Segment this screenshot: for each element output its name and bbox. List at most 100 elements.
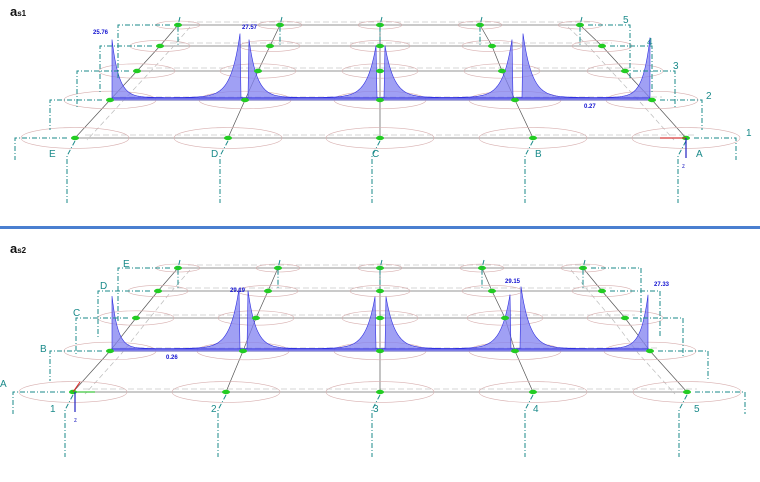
node-icon	[598, 288, 606, 294]
grid-axis-line	[660, 99, 703, 130]
node-icon	[376, 22, 384, 28]
support-ellipse	[341, 63, 419, 79]
axis-label-4: 4	[533, 404, 539, 415]
axis-label-5: 5	[623, 15, 629, 26]
support-ellipse	[632, 381, 742, 403]
node-icon	[222, 389, 230, 395]
panel-as2: as2 29.19 29.15 27.33 0.26 A B C D E 1 2…	[0, 241, 746, 457]
axis-label-D: D	[211, 149, 218, 160]
grid-axis-line	[677, 140, 687, 203]
column-line	[72, 267, 179, 393]
node-icon	[106, 348, 114, 354]
axis-label-1: 1	[746, 128, 752, 139]
node-icon	[174, 22, 182, 28]
local-x-axis-icon	[72, 381, 81, 393]
node-icon	[529, 389, 537, 395]
value-label: 27.33	[654, 282, 670, 288]
grid-axis-line	[177, 259, 181, 288]
axis-label-D: D	[100, 281, 107, 292]
value-label: 25.76	[93, 30, 109, 36]
node-icon	[648, 97, 656, 103]
grid-axis-line	[97, 290, 150, 337]
grid-axis-line	[177, 16, 181, 45]
node-icon	[511, 97, 519, 103]
grid-axis-line	[524, 140, 534, 203]
grid-axis-line	[371, 394, 381, 457]
node-icon	[598, 43, 606, 49]
grid-axis-line	[219, 140, 229, 203]
grid-axis-line	[479, 16, 483, 45]
grid-axis-line	[610, 290, 661, 337]
node-icon	[376, 348, 384, 354]
node-icon	[498, 68, 506, 74]
grid-axis-line	[633, 70, 676, 109]
node-icon	[683, 389, 691, 395]
axis-label-C: C	[372, 149, 379, 160]
node-icon	[501, 315, 509, 321]
node-icon	[376, 288, 384, 294]
node-icon	[478, 265, 486, 271]
grid-axis-line	[217, 394, 227, 457]
axis-label-5: 5	[694, 404, 700, 415]
node-icon	[576, 22, 584, 28]
axis-label-C: C	[73, 308, 80, 319]
column-outline	[86, 26, 191, 141]
node-icon	[476, 22, 484, 28]
column-outline	[567, 26, 675, 141]
support-ellipse	[461, 40, 523, 52]
node-icon	[174, 265, 182, 271]
value-label: 27.57	[242, 25, 258, 31]
node-icon	[254, 68, 262, 74]
grid-axis-line	[633, 317, 684, 356]
grid-axis-line	[14, 137, 67, 160]
support-ellipse	[349, 285, 411, 297]
axis-label-E: E	[123, 259, 130, 270]
grid-axis-line	[64, 394, 74, 457]
node-icon	[376, 135, 384, 141]
axis-label-2: 2	[706, 91, 712, 102]
node-icon	[276, 22, 284, 28]
axis-label-2: 2	[211, 404, 217, 415]
panel-as1: as1 25.76 27.57 0.27 E D C B A 1 2 3 4 5…	[10, 4, 752, 203]
grid-axis-line	[76, 70, 129, 109]
grid-axis-line	[481, 259, 485, 288]
support-ellipse	[173, 127, 283, 149]
grid-axis-line	[99, 45, 152, 92]
grid-axis-line	[591, 267, 642, 322]
value-label: 0.26	[166, 355, 178, 361]
node-icon	[376, 315, 384, 321]
grid-axis-line	[117, 24, 170, 79]
grid-axis-line	[524, 394, 534, 457]
axis-label-1: 1	[50, 404, 56, 415]
node-icon	[646, 348, 654, 354]
panel-separator	[0, 226, 760, 229]
support-ellipse	[478, 127, 588, 149]
node-icon	[376, 265, 384, 271]
node-icon	[156, 43, 164, 49]
grid-axis-line	[75, 317, 128, 356]
grid-axis-line	[582, 259, 586, 288]
axis-label-A: A	[0, 379, 7, 390]
column-line	[582, 267, 688, 393]
node-icon	[266, 43, 274, 49]
column-outline	[84, 269, 191, 395]
support-ellipse	[237, 285, 299, 297]
node-icon	[239, 348, 247, 354]
column-line	[74, 24, 179, 139]
grid-axis-line	[371, 140, 381, 203]
node-icon	[252, 315, 260, 321]
node-icon	[264, 288, 272, 294]
node-icon	[376, 68, 384, 74]
node-icon	[376, 97, 384, 103]
grid-axis-line	[579, 16, 583, 45]
grid-axis-line	[277, 259, 281, 288]
node-icon	[511, 348, 519, 354]
panel-title-as1: as1	[10, 4, 27, 19]
support-ellipse	[20, 127, 130, 149]
node-icon	[241, 97, 249, 103]
node-icon	[132, 315, 140, 321]
node-icon	[274, 265, 282, 271]
grid-axis-line	[66, 140, 76, 203]
grid-axis-line	[379, 16, 383, 45]
